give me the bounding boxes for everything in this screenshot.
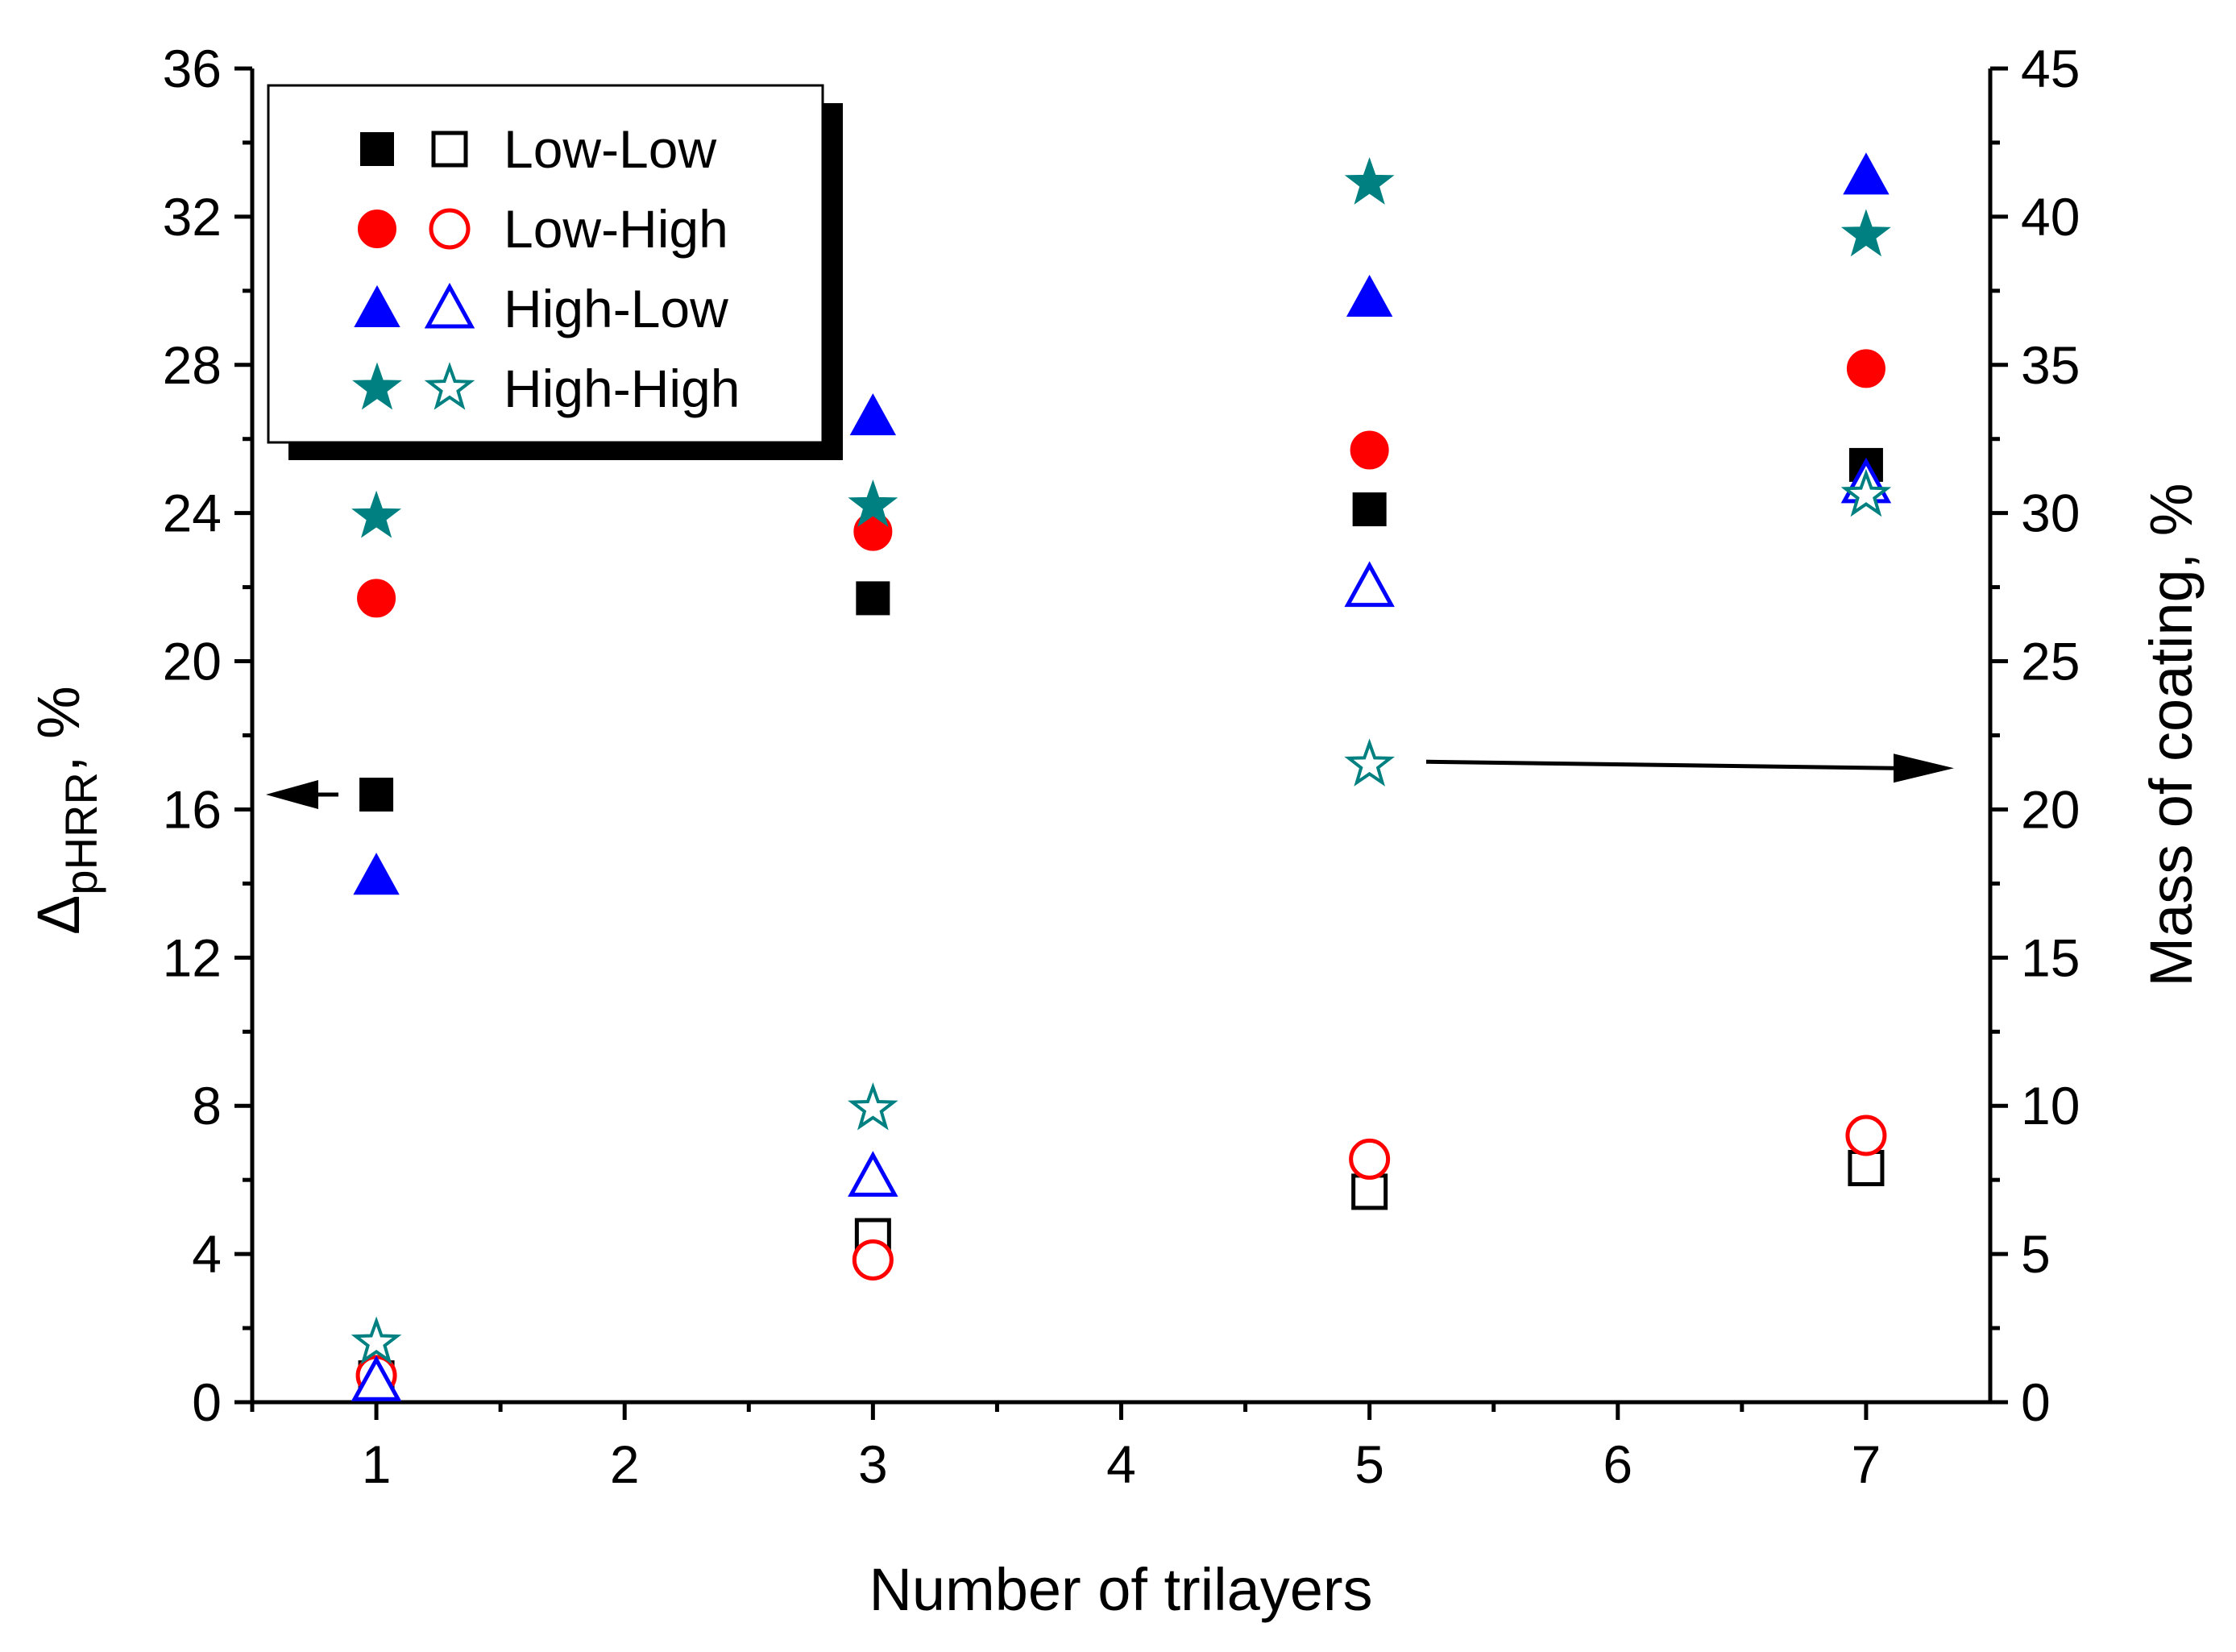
high-high-mass-point [1344,738,1395,787]
x-axis-title: Number of trilayers [869,1556,1372,1623]
high-low-delta-phrr-point [849,393,897,436]
low-low-delta-phrr-point [359,778,394,812]
high-high-delta-phrr-point [848,479,898,527]
low-high-delta-phrr-point [1350,430,1389,470]
annotations [266,753,1954,810]
right-y-tick-label: 5 [2021,1224,2051,1284]
high-low-mass-point [1344,561,1395,608]
high-low-delta-phrr-point [1346,274,1393,318]
low-high-delta-phrr-point [853,512,893,551]
right-y-tick-label: 45 [2021,39,2080,98]
left-y-tick-label: 20 [163,632,222,691]
right-y-tick-label: 10 [2021,1076,2080,1135]
high-low-mass-point [351,1355,402,1401]
legend-entries: Low-Low Low-High High-Low High-High [352,119,740,418]
data-points [351,152,1892,1401]
left-arrow-head [266,780,318,810]
high-high-delta-phrr-point [351,490,402,538]
legend-high-low-filled-marker [354,284,400,327]
right-y-tick-label: 25 [2021,632,2080,691]
high-high-delta-phrr-point [1344,156,1395,205]
right-arrow-shaft [1425,759,1894,770]
x-tick-label: 5 [1354,1434,1384,1494]
left-y-tick-label: 12 [163,928,222,987]
high-low-delta-phrr-point [353,853,400,895]
low-high-mass-point [1845,1114,1887,1156]
legend-high-high-filled-marker [352,362,402,410]
left-y-tick-label: 28 [163,335,222,395]
left-y-tick-label: 32 [163,187,222,247]
left-y-tick-label: 36 [163,39,222,98]
x-tick-label: 6 [1603,1434,1632,1494]
right-y-tick-label: 20 [2021,779,2080,839]
right-y-tick-label: 30 [2021,484,2080,543]
left-y-axis-title: ΔpHRR, % [25,686,106,935]
right-y-tick-label: 15 [2021,928,2080,987]
legend-low-low-open-marker [431,131,468,168]
legend-label: Low-High [504,199,728,259]
right-y-tick-label: 35 [2021,335,2080,395]
legend-label: High-Low [504,279,728,338]
x-tick-label: 3 [858,1434,888,1494]
legend-low-high-open-marker [429,208,471,250]
high-high-delta-phrr-point [1840,209,1891,257]
low-low-mass-point [1351,1173,1388,1210]
low-low-delta-phrr-point [856,581,890,616]
high-low-delta-phrr-point [1843,152,1890,195]
low-high-delta-phrr-point [1846,349,1885,388]
right-arrow-head [1894,753,1954,783]
legend-high-low-open-marker [424,282,475,329]
low-low-delta-phrr-point [1352,492,1387,527]
low-high-mass-point [1349,1138,1391,1180]
high-low-mass-point [848,1151,898,1197]
tick-labels: 1 2 3 4 5 6 7048121620242832360510152025303540… [163,39,2080,1494]
x-tick-label: 4 [1106,1434,1136,1494]
left-y-tick-label: 4 [192,1224,222,1284]
legend: Low-Low Low-High High-Low High-High [267,84,843,460]
low-high-delta-phrr-point [357,579,396,618]
low-low-mass-point [1848,1149,1885,1186]
legend-label: High-High [504,359,740,418]
left-y-tick-label: 8 [192,1076,222,1135]
high-high-mass-point [351,1316,402,1365]
high-high-mass-point [848,1081,898,1131]
legend-label: Low-Low [504,119,716,179]
x-tick-label: 1 [362,1434,392,1494]
legend-low-low-filled-marker [360,132,394,166]
high-high-mass-point [1840,468,1892,517]
legend-low-high-filled-marker [358,210,396,248]
right-y-tick-label: 0 [2021,1372,2051,1432]
left-y-tick-label: 0 [192,1372,222,1432]
left-y-tick-label: 24 [163,484,222,543]
right-y-axis-title: Mass of coating, % [2138,483,2205,986]
left-y-axis-title-subscript: pHRR [56,772,106,894]
low-high-mass-point [852,1239,894,1281]
left-y-axis-title-suffix: , % [25,686,92,772]
right-y-tick-label: 40 [2021,187,2080,247]
left-y-tick-label: 16 [163,779,222,839]
ticks [234,66,2008,1420]
x-tick-label: 2 [610,1434,640,1494]
left-y-axis-title-symbol: Δ [25,895,92,935]
legend-high-high-open-marker [424,362,475,410]
x-tick-label: 7 [1852,1434,1881,1494]
